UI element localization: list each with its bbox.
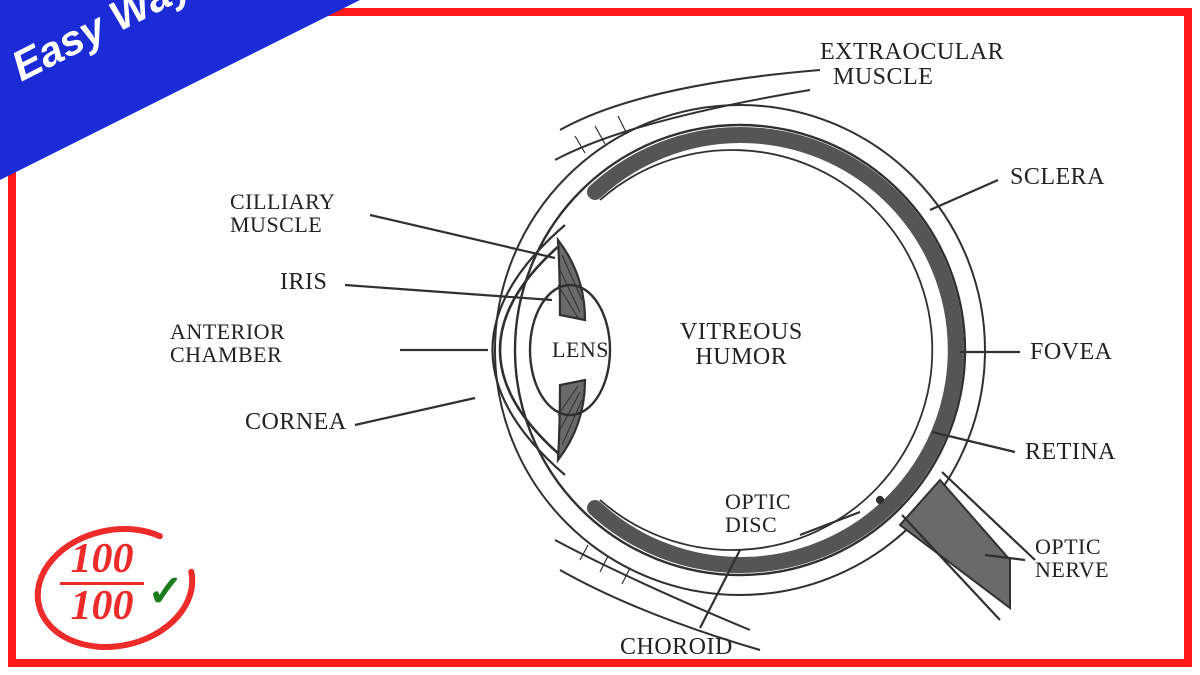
score-numerator: 100 [60, 540, 144, 580]
diagram-frame: Easy Way 100 100 ✓ LENS VITREOUS HUMOR O… [0, 0, 1200, 675]
checkmark-icon: ✓ [147, 566, 184, 617]
score-badge: 100 100 ✓ [60, 540, 144, 627]
score-denominator: 100 [60, 587, 144, 627]
